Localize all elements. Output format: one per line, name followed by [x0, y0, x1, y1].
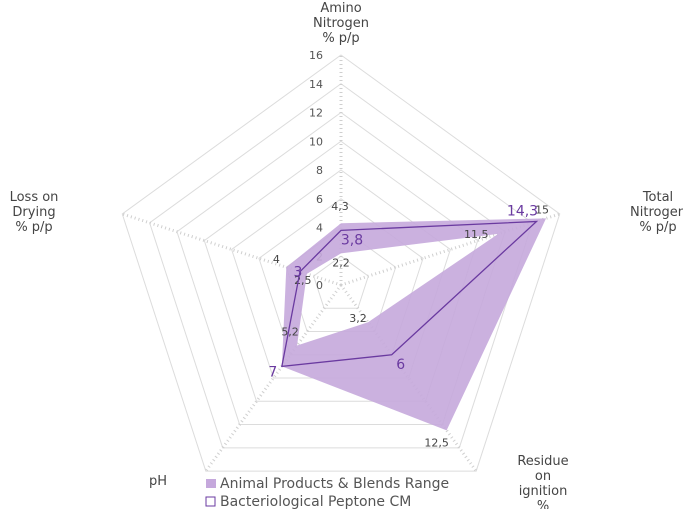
radial-tick-label: 14 — [309, 78, 323, 91]
legend-swatch-range — [206, 479, 216, 488]
axis-label: Loss on Drying% p/p — [10, 190, 59, 235]
range-min-label: 3,2 — [349, 312, 367, 325]
range-band — [281, 218, 547, 431]
peptone-line — [281, 220, 539, 368]
legend: Animal Products & Blends Range Bacteriol… — [205, 476, 449, 509]
radial-tick-label: 4 — [316, 222, 323, 235]
radial-tick-label: 6 — [316, 193, 323, 206]
radial-tick-label: 8 — [316, 164, 323, 177]
radial-tick-label: 16 — [309, 49, 323, 62]
axis-labels: Amino Nitrogen% p/p Total Nitrogen% p/p Resi… — [10, 1, 683, 509]
legend-label-range: Animal Products & Blends Range — [220, 476, 449, 492]
grid-ring — [313, 255, 369, 309]
peptone-value-label: 6 — [396, 357, 405, 373]
grid-ring — [121, 54, 561, 472]
peptone-value-label: 14,3 — [507, 203, 538, 219]
axis-label: Total Nitrogen% p/p — [630, 190, 683, 235]
peptone-value-label: 3 — [294, 265, 303, 281]
range-max-label: 15 — [535, 203, 549, 216]
legend-label-peptone: Bacteriological Peptone CM — [220, 494, 411, 509]
axis-label: Amino Nitrogen% p/p — [313, 1, 369, 46]
axis-label: Residue on ignition% — [517, 454, 568, 509]
radial-tick-label: 12 — [309, 107, 323, 120]
peptone-value-label: 3,8 — [341, 232, 363, 248]
range-min-label: 5,2 — [281, 325, 299, 338]
peptone-value-label: 7 — [268, 364, 277, 380]
grid-ring — [149, 83, 533, 449]
radial-tick-label: 0 — [316, 279, 323, 292]
radial-tick-label: 10 — [309, 135, 323, 148]
axis-label: pH — [149, 474, 167, 489]
range-max-label: 12,5 — [424, 436, 449, 449]
grid-ring — [176, 111, 506, 426]
range-max-label: 4,3 — [331, 200, 349, 213]
peptone-series: 3,8 14,3 6 7 3 — [268, 203, 539, 380]
legend-swatch-peptone — [205, 496, 216, 507]
range-min-label: 2,2 — [332, 256, 350, 269]
range-max-label: 4 — [273, 253, 280, 266]
range-min-label: 11,5 — [464, 228, 489, 241]
